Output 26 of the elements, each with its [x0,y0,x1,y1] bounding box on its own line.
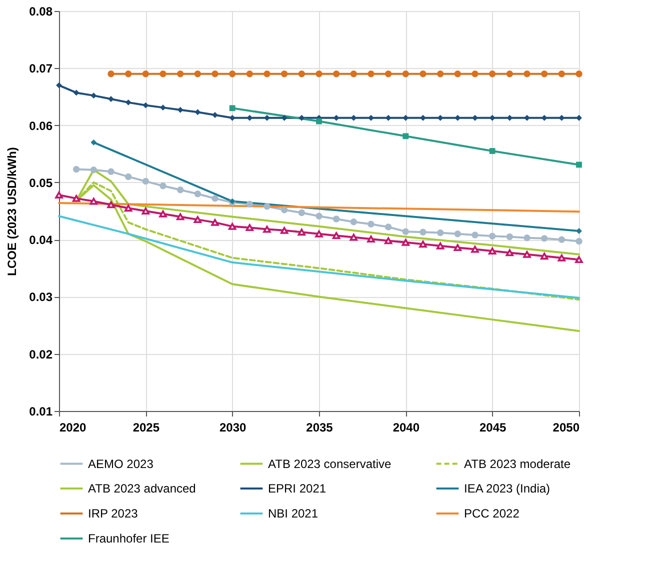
legend-label: IRP 2023 [88,506,138,520]
x-tick-label: 2035 [306,420,334,434]
legend-label: PCC 2022 [464,506,520,520]
y-tick-label: 0.07 [29,62,53,76]
legend-label: AEMO 2023 [88,456,154,471]
y-tick-label: 0.02 [29,347,53,362]
legend-label: ATB 2023 conservative [268,456,392,471]
legend-label: IEA 2023 (India) [464,482,550,496]
legend-label: NBI 2021 [268,506,318,520]
y-axis-title: LCOE (2023 USD/kWh) [5,147,20,276]
y-tick-label: 0.03 [29,290,53,304]
legend-label: ATB 2023 moderate [464,456,571,471]
legend-label: EPRI 2021 [268,482,326,496]
x-tick-label: 2025 [132,420,160,434]
y-tick-label: 0.01 [29,404,53,418]
x-tick-label: 2020 [60,420,87,434]
x-tick-label: 2050 [552,420,580,434]
x-tick-label: 2045 [479,420,507,434]
legend-label: ATB 2023 advanced [88,482,196,496]
x-tick-label: 2030 [219,420,247,434]
y-tick-label: 0.04 [29,233,53,248]
x-tick-label: 2040 [392,420,420,434]
y-tick-label: 0.06 [29,118,53,133]
legend-label: Fraunhofer IEE [88,532,170,546]
y-tick-label: 0.05 [29,176,53,190]
y-tick-label: 0.08 [29,4,53,18]
